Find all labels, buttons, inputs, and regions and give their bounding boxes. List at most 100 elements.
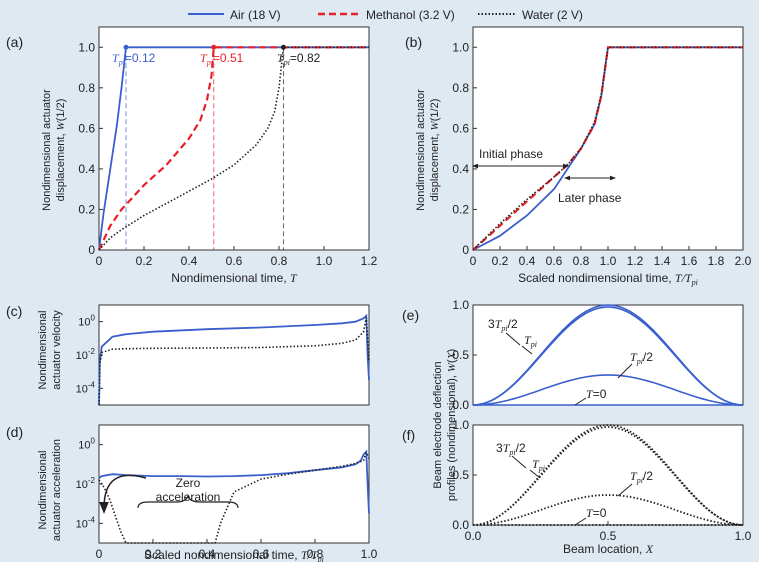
panel-e-ytick-label: 1.0 [452, 298, 469, 312]
panel-a-guides [125, 47, 284, 250]
panel-f-label-t0: T=0 [586, 506, 607, 520]
panel-f-letter: (f) [402, 427, 415, 443]
panel-b-xtick-label: 0 [470, 254, 477, 268]
panel-e-series [472, 304, 744, 406]
panel-b-letter: (b) [405, 34, 422, 50]
panel-d-xtick-label: 0.6 [253, 547, 270, 561]
panel-d-letter: (d) [6, 424, 23, 440]
panel-c-ytick-label: 100 [78, 314, 95, 329]
panel-c-series [98, 313, 370, 406]
panel-b-series-0 [472, 46, 743, 251]
panel-f-label-halftpi: Tpi/2 [630, 469, 653, 485]
panel-a-annotation-water: Tpi=0.82 [277, 51, 321, 67]
panel-d-xtick-label: 0.2 [145, 547, 162, 561]
panel-a-pullin-point-2 [281, 44, 286, 50]
panel-b-ylabel-2: displacement, W(1/2) [429, 99, 441, 202]
panel-f-xtick-label: 0.0 [465, 529, 482, 543]
panel-e-pointer-halftpi [617, 363, 633, 379]
panel-b-ytick-label: 0.2 [452, 202, 469, 216]
panel-b-initial-phase: Initial phase [479, 147, 543, 161]
panel-f-pointer-tpi [529, 469, 541, 479]
panel-d-series [98, 449, 370, 544]
panel-ef-ylabel-1: Beam electrode deflection [432, 361, 444, 488]
panel-f-ytick-label: 0.0 [452, 518, 469, 532]
panel-d-ytick-label: 100 [78, 437, 95, 452]
panel-b-series-2 [472, 46, 743, 251]
panel-e-ytick-label: 0.5 [452, 348, 469, 362]
panel-f-series [472, 424, 744, 526]
panel-a-ylabel-2: displacement, W(1/2) [55, 99, 67, 202]
panel-f-profile-3 [472, 424, 744, 526]
panel-e-ytick-label: 0.0 [452, 398, 469, 412]
panel-b-ylabel-1: Nondimensional actuator [415, 89, 427, 211]
panel-b-xtick-label: 2.0 [735, 254, 752, 268]
panel-a-series [98, 44, 369, 251]
panel-f-label-tpi: Tpi [532, 457, 545, 473]
panel-d: (d) Nondimensional actuator acceleration… [6, 424, 378, 562]
panel-f-profile-1 [472, 494, 744, 526]
panel-c-ytick-label: 10-2 [76, 347, 96, 362]
panel-b-xtick-label: 1.2 [627, 254, 644, 268]
panel-f-ticks: 0.0 0.5 1.0 0.0 0.5 1.0 [452, 418, 751, 543]
panel-f-profile-2 [472, 426, 744, 526]
panel-f-frame [472, 424, 744, 526]
panel-e-pointer-tpi [521, 345, 533, 355]
panel-c: (c) Nondimensional actuator velocity 100… [6, 303, 370, 406]
panel-a-pullin-point-1 [211, 44, 217, 50]
panel-a-xtick-label: 0 [96, 254, 103, 268]
panel-a-ytick-label: 1.0 [78, 40, 95, 54]
panel-a-annotation-air: Tpi=0.12 [112, 51, 156, 67]
panel-f-xtick-label: 1.0 [735, 529, 752, 543]
panel-b-xtick-label: 0.2 [492, 254, 509, 268]
panel-d-zero-arrow [99, 474, 147, 514]
panel-a-annotation-methanol: Tpi=0.51 [200, 51, 244, 67]
panel-d-xlabel: Scaled nondimensional time, T/Tpi [144, 548, 324, 562]
panel-b-xtick-label: 0.8 [573, 254, 590, 268]
panel-a-ylabel-1: Nondimensional actuator [41, 89, 53, 211]
panel-b: (b) Nondimensional actuator displacement… [405, 26, 752, 287]
panel-a-xlabel: Nondimensional time, T [171, 271, 298, 285]
panel-c-ylabel-1: Nondimensional [37, 311, 49, 390]
panel-b-ytick-label: 0 [462, 243, 469, 257]
panel-a-ytick-label: 0.2 [78, 202, 95, 216]
panel-b-ytick-label: 0.4 [452, 162, 469, 176]
panel-a-xtick-label: 1.2 [361, 254, 378, 268]
panel-a: (a) Nondimensional actuator displacement… [6, 26, 378, 285]
legend-air-label: Air (18 V) [230, 8, 281, 22]
panel-a-ytick-label: 0.8 [78, 81, 95, 95]
panel-f-label-3tpi: 3Tpi/2 [496, 441, 526, 457]
panel-d-ylabel-1: Nondimensional [37, 451, 49, 530]
panel-c-ylabel-2: actuator velocity [51, 310, 63, 390]
panel-a-xtick-label: 0.4 [181, 254, 198, 268]
panel-a-xtick-label: 0.8 [271, 254, 288, 268]
panel-e-profile-1 [472, 374, 744, 406]
panel-b-ytick-label: 0.6 [452, 121, 469, 135]
panel-b-later-phase: Later phase [558, 191, 622, 205]
panel-b-frame [472, 26, 744, 251]
panel-f-ytick-label: 0.5 [452, 468, 469, 482]
panel-d-ytick-label: 10-4 [76, 515, 96, 530]
panel-b-xtick-label: 1.8 [708, 254, 725, 268]
panel-f-xtick-label: 0.5 [600, 529, 617, 543]
panel-a-ytick-label: 0.4 [78, 162, 95, 176]
panel-d-xtick-label: 0.8 [307, 547, 324, 561]
panel-c-letter: (c) [6, 303, 22, 319]
legend-methanol-label: Methanol (3.2 V) [366, 8, 455, 22]
panel-e-label-3tpi: 3Tpi/2 [488, 317, 518, 333]
panel-b-series [472, 46, 743, 251]
panel-d-frame [98, 424, 370, 544]
panel-d-xtick-label: 1.0 [361, 547, 378, 561]
panel-e-ticks: 0.0 0.5 1.0 [452, 298, 477, 412]
panel-d-series-0 [98, 449, 370, 514]
panel-e-pointer-t0 [574, 397, 587, 406]
panel-e-label-halftpi: Tpi/2 [630, 350, 653, 366]
panel-d-ylabel-2: actuator acceleration [51, 439, 63, 541]
panel-a-series-2 [98, 46, 369, 251]
legend: Air (18 V) Methanol (3.2 V) Water (2 V) [188, 8, 583, 22]
panel-a-ytick-label: 0.6 [78, 121, 95, 135]
panel-a-pullin-point-0 [123, 44, 129, 50]
panel-f-pointer-3tpi [511, 455, 527, 469]
panel-b-ticks: 0 0.2 0.4 0.6 0.8 1.0 1.2 1.4 1.6 1.8 2.0 0 0.2 0.4 0.… [452, 40, 751, 268]
panel-a-xtick-label: 1.0 [316, 254, 333, 268]
